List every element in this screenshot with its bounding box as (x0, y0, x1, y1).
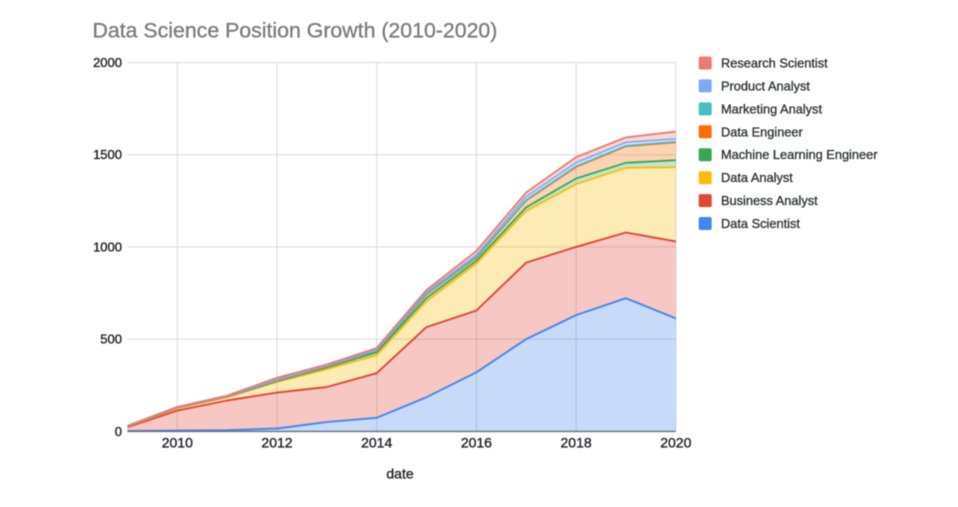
svg-text:Marketing Analyst: Marketing Analyst (721, 101, 822, 116)
svg-text:Data Analyst: Data Analyst (721, 170, 793, 185)
svg-text:0: 0 (115, 424, 122, 439)
svg-text:Machine Learning Engineer: Machine Learning Engineer (721, 147, 878, 162)
svg-text:Data Scientist: Data Scientist (721, 216, 800, 231)
svg-text:2014: 2014 (361, 435, 392, 451)
svg-text:500: 500 (100, 332, 122, 347)
svg-text:Product Analyst: Product Analyst (721, 78, 810, 93)
svg-text:2016: 2016 (461, 435, 492, 451)
svg-text:1500: 1500 (93, 147, 122, 162)
svg-text:2000: 2000 (93, 55, 122, 70)
svg-text:Research Scientist: Research Scientist (721, 56, 828, 71)
svg-text:Data Science Position Growth (: Data Science Position Growth (2010-2020) (93, 18, 498, 42)
svg-text:Business Analyst: Business Analyst (721, 193, 818, 208)
svg-text:Data Engineer: Data Engineer (721, 124, 804, 139)
svg-text:2018: 2018 (561, 435, 592, 451)
svg-text:2010: 2010 (162, 435, 193, 451)
svg-text:date: date (386, 466, 413, 482)
svg-text:2020: 2020 (660, 435, 691, 451)
svg-text:1000: 1000 (93, 239, 122, 254)
svg-text:2012: 2012 (261, 435, 292, 451)
